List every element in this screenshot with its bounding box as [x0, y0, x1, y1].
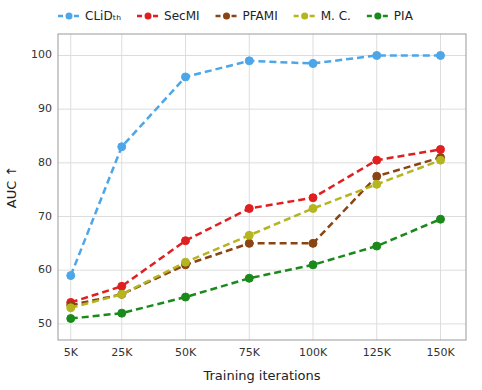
- y-axis-label: AUC ↑: [4, 166, 19, 209]
- series-marker: [373, 180, 381, 188]
- x-tick-label: 125K: [363, 346, 392, 359]
- legend-marker: [66, 13, 73, 20]
- grid-line-y: [58, 216, 466, 217]
- series-marker: [245, 57, 253, 65]
- plot-frame: [58, 34, 466, 340]
- series-group: [67, 51, 445, 322]
- legend-item: CLiDₜₕ: [58, 9, 121, 23]
- series-marker: [437, 156, 445, 164]
- series-marker: [309, 239, 317, 247]
- legend-label: PFAMI: [243, 9, 278, 23]
- series-marker: [118, 282, 126, 290]
- y-tick-label: 70: [38, 210, 52, 223]
- x-tick-label: 5K: [64, 346, 79, 359]
- series-line: [71, 149, 441, 302]
- series-marker: [182, 237, 190, 245]
- series-marker: [437, 215, 445, 223]
- x-tick-label: 50K: [175, 346, 197, 359]
- series-marker: [373, 156, 381, 164]
- series-marker: [67, 304, 75, 312]
- series-marker: [373, 51, 381, 59]
- series-marker: [67, 315, 75, 323]
- x-tick-label: 150K: [426, 346, 455, 359]
- y-tick-label: 90: [38, 102, 52, 115]
- series-line: [71, 219, 441, 318]
- legend-item: PIA: [367, 9, 414, 23]
- grid: [58, 34, 466, 340]
- y-tick-label: 60: [38, 263, 52, 276]
- y-tick-label: 100: [31, 48, 52, 61]
- legend-label: CLiDₜₕ: [85, 9, 121, 23]
- grid-line-x: [313, 34, 314, 340]
- x-tick-label: 100K: [299, 346, 328, 359]
- y-tick-label: 80: [38, 156, 52, 169]
- y-tick-label: 50: [38, 317, 52, 330]
- series-marker: [245, 274, 253, 282]
- legend-item: M. C.: [294, 9, 351, 23]
- series-marker: [309, 261, 317, 269]
- legend: CLiDₜₕ SecMI PFAMI M. C. PIA: [58, 9, 414, 23]
- series-marker: [245, 239, 253, 247]
- legend-item: PFAMI: [216, 9, 278, 23]
- legend-label: PIA: [394, 9, 414, 23]
- grid-line-y: [58, 109, 466, 110]
- series-marker: [437, 145, 445, 153]
- series-marker: [182, 293, 190, 301]
- series-marker: [118, 143, 126, 151]
- series-marker: [373, 172, 381, 180]
- grid-line-x: [70, 34, 71, 340]
- legend-marker: [301, 13, 308, 20]
- series-marker: [118, 290, 126, 298]
- series-marker: [245, 231, 253, 239]
- series-marker: [309, 60, 317, 68]
- series-marker: [437, 51, 445, 59]
- series-marker: [182, 73, 190, 81]
- grid-line-x: [440, 34, 441, 340]
- grid-line-y: [58, 323, 466, 324]
- legend-marker: [223, 13, 230, 20]
- series-marker: [373, 242, 381, 250]
- chart: 50 60 70 80 90 100 5K 25K 50K 75K 100K 125K 150K Trai…: [0, 0, 482, 390]
- series-marker: [67, 272, 75, 280]
- series-marker: [118, 290, 126, 298]
- legend-label: SecMI: [164, 9, 200, 23]
- legend-marker: [374, 13, 381, 20]
- series-marker: [182, 258, 190, 266]
- series-line: [71, 160, 441, 308]
- x-tick-label: 25K: [111, 346, 133, 359]
- x-tick-label: 75K: [239, 346, 261, 359]
- x-axis-label: Training iterations: [202, 368, 320, 383]
- legend-item: SecMI: [137, 9, 200, 23]
- grid-line-y: [58, 270, 466, 271]
- series-marker: [309, 194, 317, 202]
- grid-line-x: [249, 34, 250, 340]
- legend-label: M. C.: [321, 9, 351, 23]
- series-marker: [118, 309, 126, 317]
- legend-marker: [145, 13, 152, 20]
- series-marker: [309, 204, 317, 212]
- series-marker: [245, 204, 253, 212]
- grid-line-y: [58, 162, 466, 163]
